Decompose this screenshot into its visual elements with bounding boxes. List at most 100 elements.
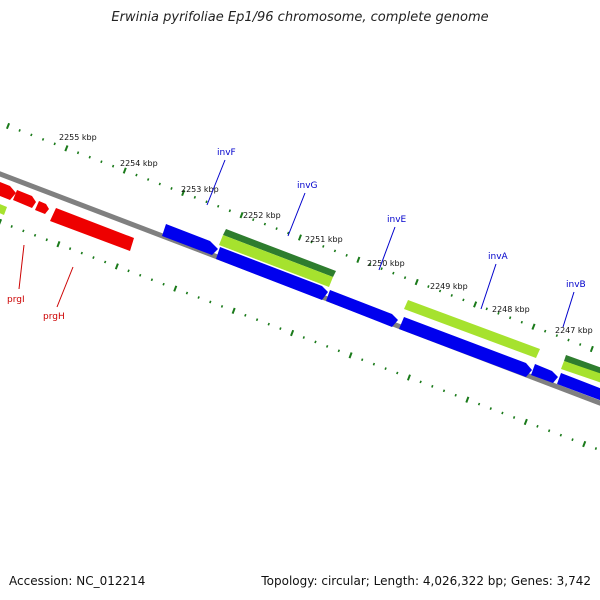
outer-ring-tick — [497, 311, 500, 315]
outer-ring-tick — [287, 231, 290, 235]
outer-ring-tick — [473, 301, 478, 308]
inner-ring-tick — [244, 313, 247, 317]
gene-invB-light[interactable] — [561, 361, 600, 383]
gene-prgH[interactable] — [50, 208, 134, 251]
outer-ring-tick — [18, 129, 21, 132]
outer-ring-tick — [520, 320, 523, 324]
inner-ring-tick — [22, 229, 25, 233]
inner-ring-tick — [547, 429, 551, 433]
outer-ring-tick — [252, 218, 255, 222]
gene-labels: invF invG invE invA invB prgI prgH — [7, 148, 586, 322]
label-invF[interactable]: invF — [217, 148, 236, 158]
gene-invE[interactable] — [326, 290, 398, 327]
reverse-genes — [219, 229, 600, 383]
label-prgI[interactable]: prgI — [7, 295, 25, 305]
inner-ring-tick — [0, 218, 3, 225]
inner-ring-tick — [127, 269, 130, 273]
gene-prgI[interactable] — [35, 201, 49, 214]
leader-invF — [206, 159, 226, 206]
inner-ring-tick — [571, 438, 574, 442]
tick-label-2250: 2250 kbp — [367, 259, 405, 268]
inner-tick-ring — [0, 218, 598, 450]
gene-invB-dark[interactable] — [564, 355, 600, 375]
inner-ring-tick — [372, 362, 376, 366]
outer-ring-tick — [5, 122, 11, 130]
inner-ring-tick — [337, 349, 341, 353]
inner-ring-tick — [33, 233, 37, 237]
leader-lines — [18, 159, 575, 328]
inner-ring-tick — [45, 238, 48, 242]
inner-ring-tick — [314, 340, 317, 344]
tick-label-2252: 2252 kbp — [243, 211, 281, 220]
outer-ring-tick — [414, 278, 419, 286]
tick-label-2251: 2251 kbp — [305, 235, 343, 244]
label-invA[interactable]: invA — [488, 252, 509, 262]
gene-invA-2[interactable] — [531, 364, 558, 383]
genome-summary-text: Topology: circular; Length: 4,026,322 bp… — [261, 574, 591, 588]
outer-ring-tick — [41, 137, 45, 141]
gene-prg-2[interactable] — [13, 190, 36, 208]
outer-ring-tick — [193, 195, 197, 199]
inner-ring-tick — [80, 251, 83, 255]
label-prgH[interactable]: prgH — [43, 312, 65, 322]
inner-ring-tick — [302, 336, 305, 339]
inner-ring-tick — [220, 305, 224, 308]
leader-invB — [562, 291, 575, 328]
outer-ring-tick — [392, 271, 395, 275]
inner-ring-tick — [559, 433, 563, 437]
inner-ring-tick — [465, 396, 470, 403]
outer-ring-tick — [403, 276, 407, 280]
inner-ring-tick — [582, 440, 587, 448]
label-invB[interactable]: invB — [566, 280, 586, 290]
accession-text: Accession: NC_012214 — [9, 574, 146, 588]
gene-invF-2[interactable] — [216, 247, 328, 300]
inner-ring-tick — [442, 389, 446, 393]
inner-ring-tick — [209, 300, 212, 304]
outer-ring-tick — [228, 209, 232, 213]
label-invE[interactable]: invE — [387, 215, 407, 225]
outer-ring-tick — [555, 334, 559, 338]
inner-ring-tick — [197, 296, 200, 299]
tick-label-2249: 2249 kbp — [430, 282, 468, 291]
tick-label-2253: 2253 kbp — [181, 185, 219, 194]
outer-tick-ring — [5, 122, 594, 353]
outer-ring-tick — [146, 178, 150, 181]
outer-ring-tick — [205, 200, 208, 204]
gene-invA[interactable] — [399, 317, 532, 377]
outer-ring-tick — [122, 167, 127, 174]
outer-ring-tick — [368, 262, 372, 266]
inner-ring-tick — [267, 322, 270, 326]
outer-ring-tick — [589, 345, 594, 353]
inner-ring-tick — [231, 307, 236, 314]
inner-ring-tick — [325, 344, 329, 348]
outer-ring-tick — [170, 187, 173, 190]
tick-label-2247: 2247 kbp — [555, 326, 593, 335]
gene-invA-light[interactable] — [404, 300, 540, 358]
inner-ring-tick — [139, 273, 142, 277]
gene-invG-dark[interactable] — [223, 229, 336, 277]
prg-genes — [0, 180, 134, 251]
outer-ring-tick — [111, 164, 115, 168]
leader-prgH — [56, 266, 74, 308]
inner-ring-tick — [361, 358, 364, 362]
outer-ring-tick — [567, 338, 570, 342]
map-title: Erwinia pyrifoliae Ep1/96 chromosome, co… — [111, 10, 489, 25]
inner-ring-tick — [594, 447, 598, 450]
inner-ring-tick — [431, 384, 434, 388]
outer-ring-tick — [275, 227, 278, 230]
inner-ring-tick — [173, 285, 178, 292]
gene-invG-light[interactable] — [219, 235, 333, 287]
forward-genes — [162, 224, 600, 402]
inner-ring-tick — [290, 329, 295, 337]
gene-invF-1[interactable] — [162, 224, 218, 255]
outer-ring-tick — [462, 298, 465, 302]
gene-invB[interactable] — [557, 373, 600, 402]
gene-prg-1[interactable] — [0, 180, 16, 200]
gene-prg-light[interactable] — [0, 202, 7, 215]
outer-ring-tick — [100, 160, 103, 164]
label-invG[interactable]: invG — [297, 181, 318, 191]
outer-ring-tick — [181, 189, 186, 197]
outer-ring-tick — [543, 329, 547, 333]
outer-ring-tick — [438, 289, 442, 293]
